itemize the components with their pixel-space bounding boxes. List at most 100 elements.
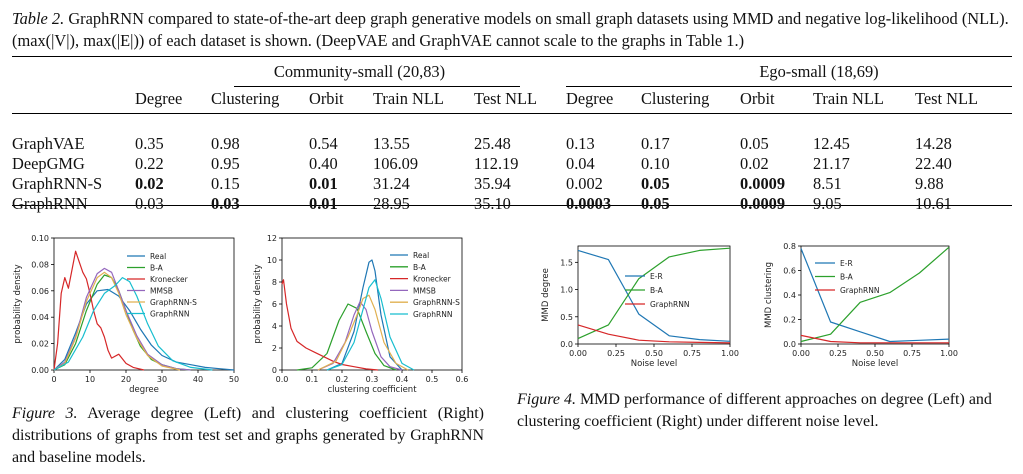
- table-cell: 0.40: [309, 154, 338, 173]
- y-tick-label: 0.0: [783, 340, 796, 349]
- table-cell: 14.28: [915, 134, 952, 153]
- y-tick-label: 0.00: [31, 366, 49, 375]
- y-axis-label: probability density: [13, 264, 23, 343]
- series-line-mmsb: [317, 301, 403, 371]
- x-axis-label: degree: [129, 385, 159, 395]
- series-line-graphrnn: [326, 279, 415, 371]
- legend-label: GraphRNN: [413, 310, 452, 319]
- x-tick-label: 0.25: [607, 349, 625, 358]
- y-tick-label: 0.04: [31, 313, 49, 322]
- column-header: Orbit: [309, 89, 344, 108]
- group-header-ego: Ego-small (18,69): [759, 62, 879, 81]
- column-header: Degree: [135, 89, 183, 108]
- y-tick-label: 0.6: [783, 267, 796, 276]
- table-cell: 0.0009: [740, 194, 786, 213]
- y-tick-label: 0.08: [31, 260, 49, 269]
- figure3-caption-text: Average degree (Left) and clustering coe…: [12, 405, 485, 466]
- series-line-e-r: [577, 249, 731, 342]
- table-caption-label: Table 2.: [12, 9, 65, 28]
- series-line-graphrnn: [577, 324, 731, 344]
- table-cell: 9.88: [915, 174, 944, 193]
- x-tick-label: 0.75: [903, 349, 921, 358]
- series-line-graphrnn: [53, 276, 213, 371]
- table-cell: 0.17: [641, 134, 670, 153]
- x-tick-label: 20: [121, 375, 131, 384]
- legend-label: B-A: [650, 286, 664, 295]
- table-cell: 0.0003: [566, 194, 612, 213]
- y-tick-label: 10: [267, 256, 277, 265]
- legend-label: Real: [150, 252, 166, 261]
- x-tick-label: 1.00: [940, 349, 958, 358]
- y-axis-label: MMD clustering: [764, 262, 774, 328]
- x-tick-label: 0.0: [276, 375, 289, 384]
- y-tick-label: 8: [272, 278, 277, 287]
- plot-frame: [577, 245, 731, 345]
- group-header-community: Community-small (20,83): [273, 62, 446, 81]
- column-header: Train NLL: [373, 89, 444, 108]
- legend-label: GraphRNN: [150, 310, 189, 319]
- legend-label: B-A: [413, 263, 427, 272]
- chart-clustering-distribution: 0.0 0.1 0.2 0.3 0.4 0.5 0.6 0 2 4 6 8 10 12 clustering…: [253, 234, 469, 395]
- table-cell: 0.05: [740, 134, 769, 153]
- y-tick-label: 6: [272, 300, 277, 309]
- table-cell: 0.10: [641, 154, 670, 173]
- table-cell: 12.45: [813, 134, 850, 153]
- table-cell: 0.01: [309, 174, 338, 193]
- table-cell: 0.13: [566, 134, 595, 153]
- row-model-name: GraphVAE: [12, 134, 85, 153]
- column-header: Orbit: [740, 89, 775, 108]
- table-cell: 112.19: [474, 154, 519, 173]
- y-tick-label: 4: [272, 322, 277, 331]
- x-tick-label: 0.6: [456, 375, 469, 384]
- table-cell: 0.54: [309, 134, 338, 153]
- x-tick-label: 0.3: [366, 375, 379, 384]
- column-header: Degree: [566, 89, 614, 108]
- column-header-row: Degree Clustering Orbit Train NLL Test N…: [12, 84, 1012, 114]
- series-line-graphrnn-s: [53, 271, 181, 371]
- series-line-kronecker: [281, 279, 379, 371]
- table-cell: 0.01: [309, 194, 338, 213]
- y-tick-label: 1.5: [560, 258, 573, 267]
- legend-label: E-R: [840, 259, 853, 268]
- legend-label: GraphRNN: [650, 300, 689, 309]
- legend-label: E-R: [650, 272, 663, 281]
- series-line-b-a: [800, 246, 950, 343]
- x-axis-label: Noise level: [631, 359, 678, 369]
- figure3-caption: Figure 3. Average degree (Left) and clus…: [12, 403, 484, 469]
- table-cell: 0.05: [641, 194, 670, 213]
- x-tick-label: 0.50: [645, 349, 663, 358]
- x-axis-label: Noise level: [852, 359, 899, 369]
- table-cell: 0.98: [211, 134, 240, 153]
- group-underline-ego: [566, 86, 1012, 87]
- y-tick-label: 0: [272, 366, 277, 375]
- x-tick-label: 40: [193, 375, 203, 384]
- y-tick-label: 0.0: [560, 340, 573, 349]
- figure3-caption-label: Figure 3.: [12, 405, 78, 422]
- legend-label: MMSB: [413, 286, 436, 295]
- y-tick-label: 0.4: [783, 291, 796, 300]
- table-caption-text: GraphRNN compared to state-of-the-art de…: [12, 9, 1009, 50]
- x-tick-label: 0.00: [569, 349, 587, 358]
- table-cell: 0.02: [740, 154, 769, 173]
- table-cell: 106.09: [373, 154, 419, 173]
- table-row: GraphRNN-S 0.02 0.15 0.01 31.24 35.94 0.002 0.0…: [12, 174, 1012, 194]
- table-cell: 21.17: [813, 154, 850, 173]
- plot-frame: [800, 245, 950, 345]
- table-cell: 9.05: [813, 194, 842, 213]
- x-tick-label: 1.00: [721, 349, 739, 358]
- column-header: Test NLL: [915, 89, 979, 108]
- figure4-caption-label: Figure 4.: [517, 391, 576, 408]
- table-cell: 10.61: [915, 194, 952, 213]
- y-axis-label: MMD degree: [541, 268, 551, 322]
- y-tick-label: 2: [272, 344, 277, 353]
- y-tick-label: 0.8: [783, 242, 796, 251]
- column-header: Test NLL: [474, 89, 538, 108]
- series-line-b-a: [577, 247, 731, 340]
- table-mid-rule: [12, 113, 1012, 114]
- series-line-graphrnn: [800, 334, 949, 344]
- table-cell: 13.55: [373, 134, 410, 153]
- column-header: Clustering: [641, 89, 710, 108]
- x-tick-label: 0: [51, 375, 56, 384]
- table-bottom-rule: [12, 205, 1012, 206]
- legend-label: GraphRNN: [840, 286, 879, 295]
